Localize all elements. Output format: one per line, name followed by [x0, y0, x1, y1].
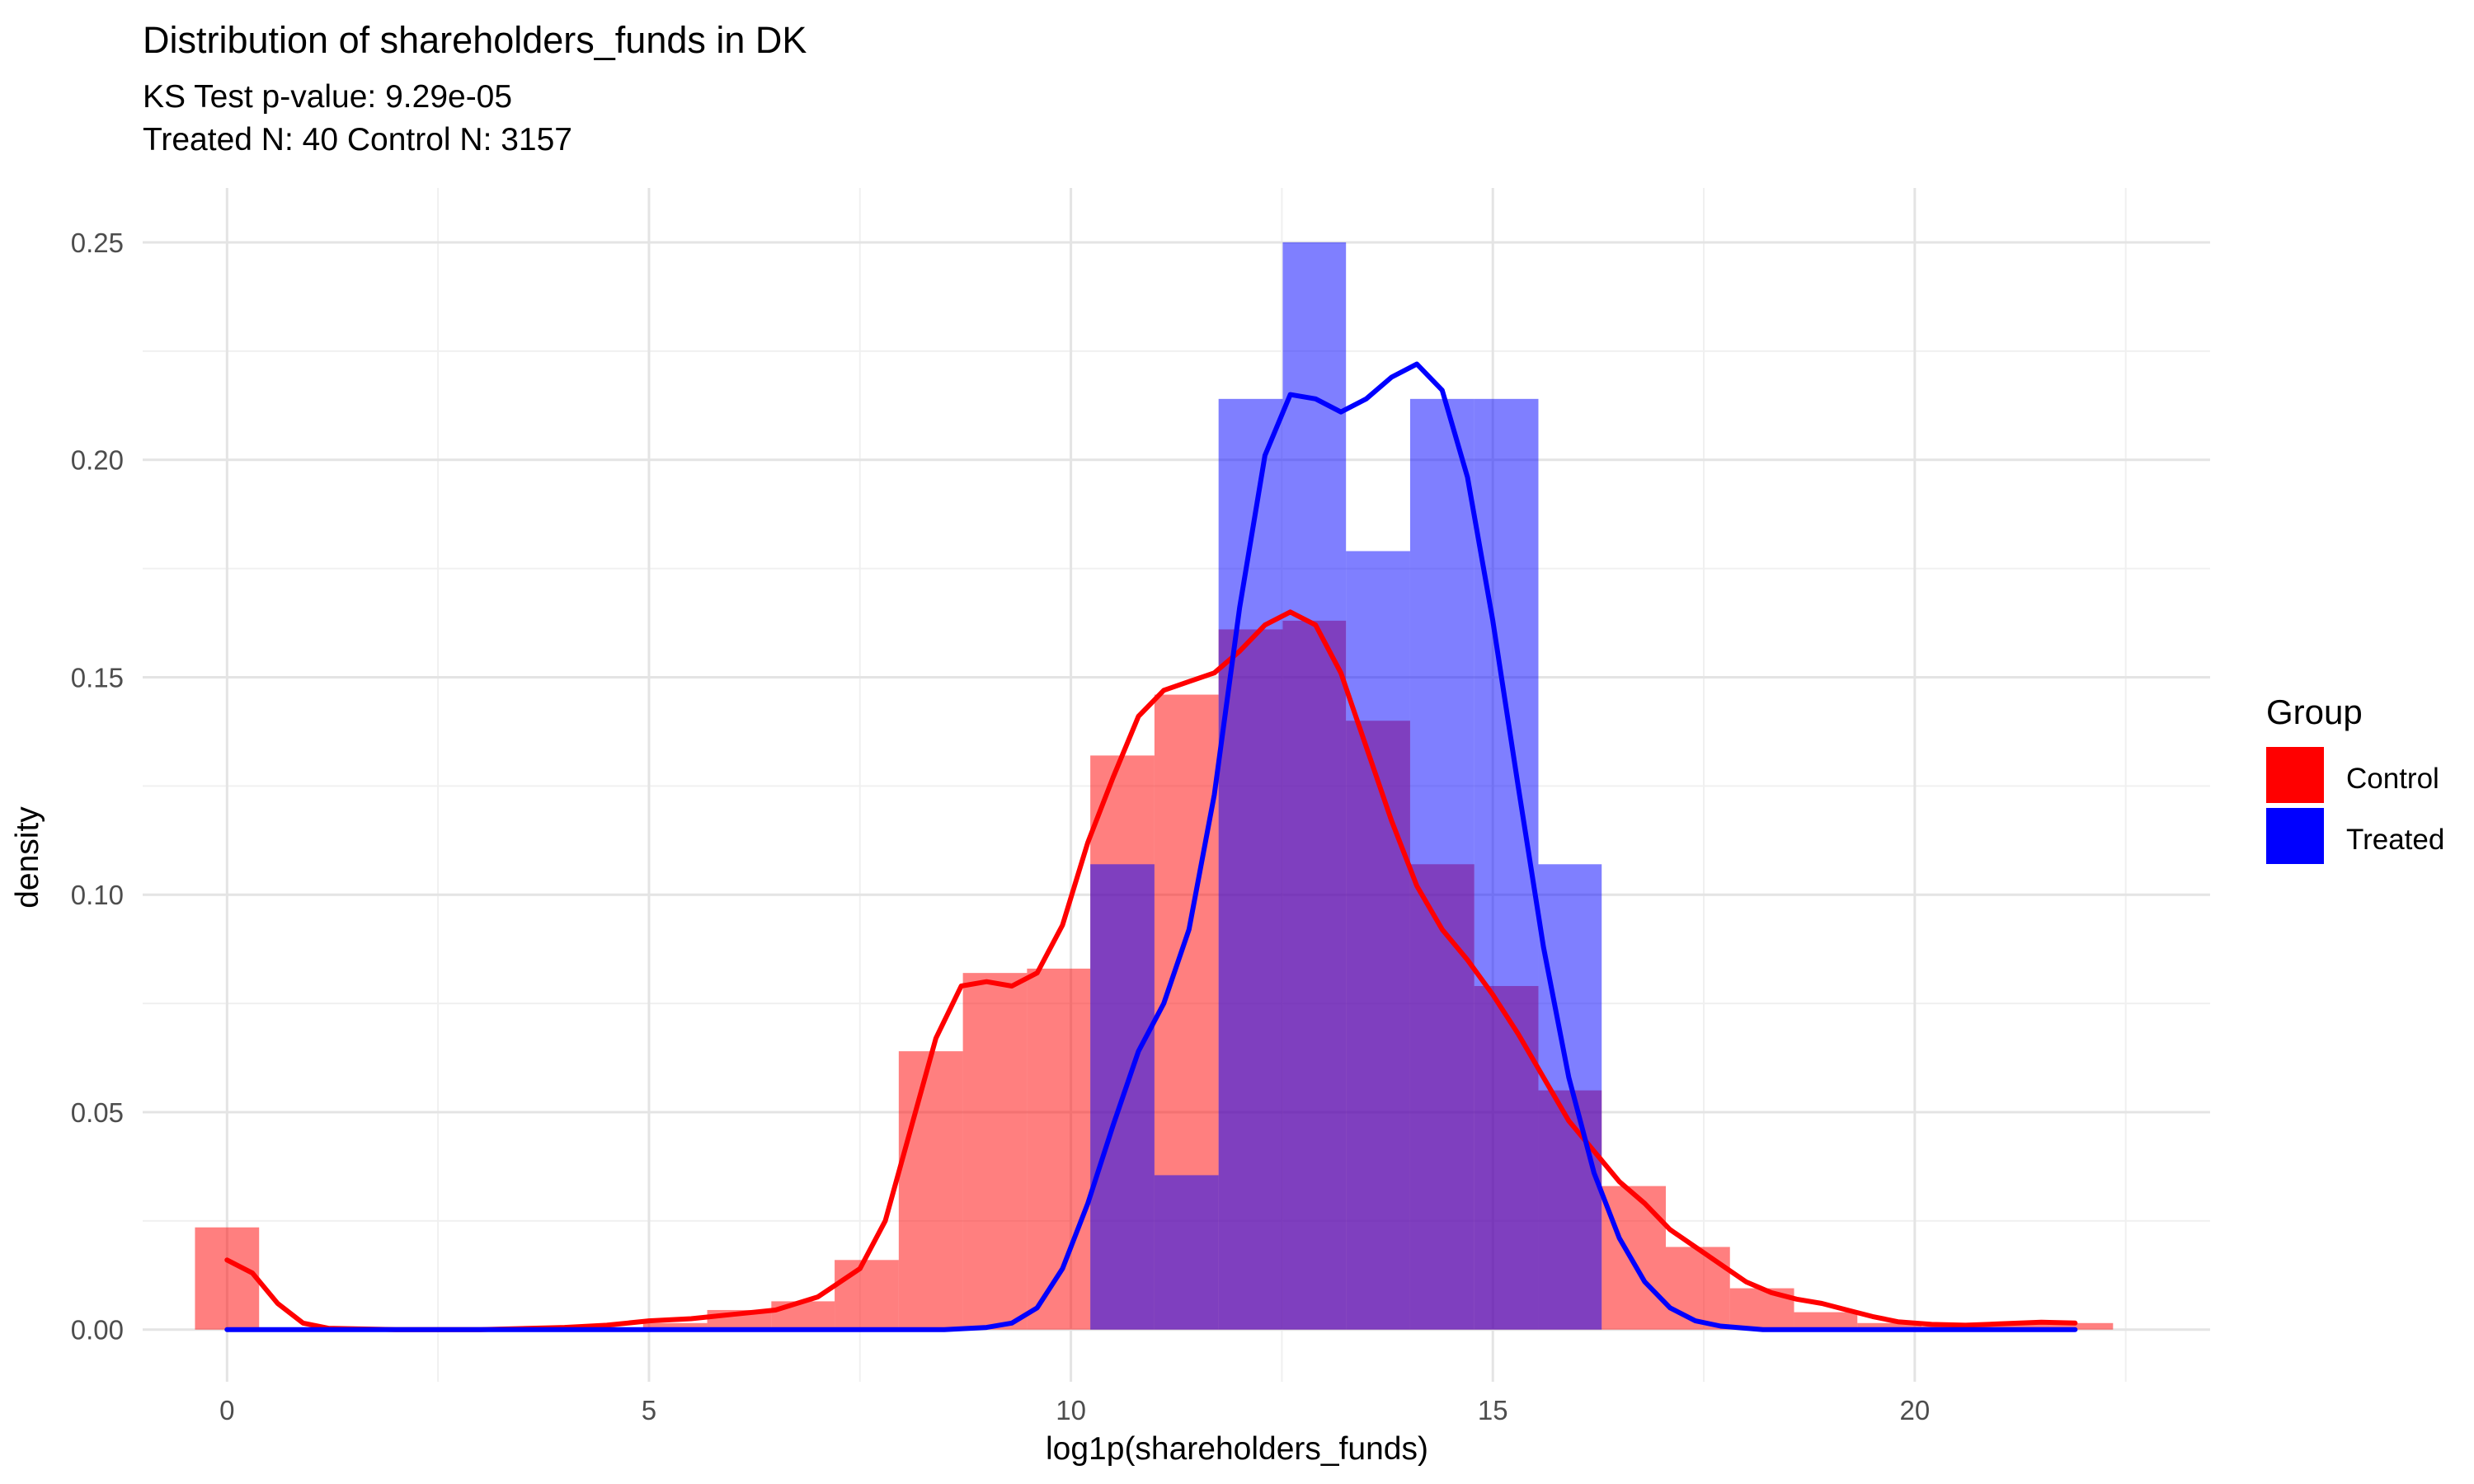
histogram-bar-treated [1409, 398, 1475, 1330]
density-curves [224, 361, 2078, 1332]
histogram-bars [195, 242, 2114, 1330]
legend: Group Control Treated [2266, 693, 2444, 864]
x-tick-label: 0 [219, 1395, 234, 1425]
y-tick-label: 0.10 [71, 880, 124, 910]
histogram-bar-control [1665, 1247, 1730, 1330]
legend-swatch-treated [2266, 808, 2324, 864]
histogram-bar-control [1857, 1322, 1922, 1330]
legend-swatch-control [2266, 747, 2324, 803]
legend-title: Group [2266, 693, 2363, 731]
histogram-bar-control [1027, 968, 1091, 1330]
histogram-bar-treated [1538, 864, 1602, 1330]
x-axis-tick-labels: 0 5 10 15 20 [219, 1395, 1930, 1425]
chart-title: Distribution of shareholders_funds in DK [143, 19, 807, 61]
histogram-bar-control [195, 1227, 260, 1330]
y-tick-label: 0.25 [71, 228, 124, 258]
histogram-bar-control [1985, 1322, 2050, 1330]
y-tick-label: 0.20 [71, 445, 124, 476]
histogram-bar-control [898, 1051, 963, 1330]
x-tick-label: 20 [1899, 1395, 1930, 1425]
density-curve-treated [224, 361, 2078, 1332]
histogram-bar-control [2049, 1322, 2114, 1330]
histogram-bar-control [1602, 1186, 1666, 1330]
chart-subtitle-line-2: Treated N: 40 Control N: 3157 [143, 122, 572, 157]
histogram-bar-control [835, 1260, 899, 1330]
y-tick-label: 0.15 [71, 662, 124, 693]
histogram-bar-control [1794, 1312, 1858, 1330]
legend-label-control: Control [2346, 763, 2439, 795]
density-curve-control [224, 609, 2078, 1332]
histogram-bar-control [962, 973, 1028, 1330]
y-tick-label: 0.05 [71, 1097, 124, 1128]
histogram-bar-treated [1282, 242, 1347, 1330]
histogram-bar-control [771, 1301, 835, 1330]
histogram-bar-control [642, 1322, 708, 1330]
histogram-bar-treated [1154, 1175, 1219, 1330]
x-tick-label: 10 [1056, 1395, 1086, 1425]
histogram-bar-treated [1346, 551, 1410, 1330]
y-axis-label: density [10, 806, 45, 909]
chart-subtitle-line-1: KS Test p-value: 9.29e-05 [143, 79, 512, 115]
x-tick-label: 15 [1478, 1395, 1508, 1425]
y-axis-tick-labels: 0.00 0.05 0.10 0.15 0.20 0.25 [71, 228, 124, 1345]
legend-label-treated: Treated [2346, 824, 2444, 856]
histogram-bar-treated [1474, 398, 1539, 1330]
y-tick-label: 0.00 [71, 1315, 124, 1345]
x-tick-label: 5 [642, 1395, 656, 1425]
x-axis-label: log1p(shareholders_funds) [1046, 1431, 1428, 1467]
